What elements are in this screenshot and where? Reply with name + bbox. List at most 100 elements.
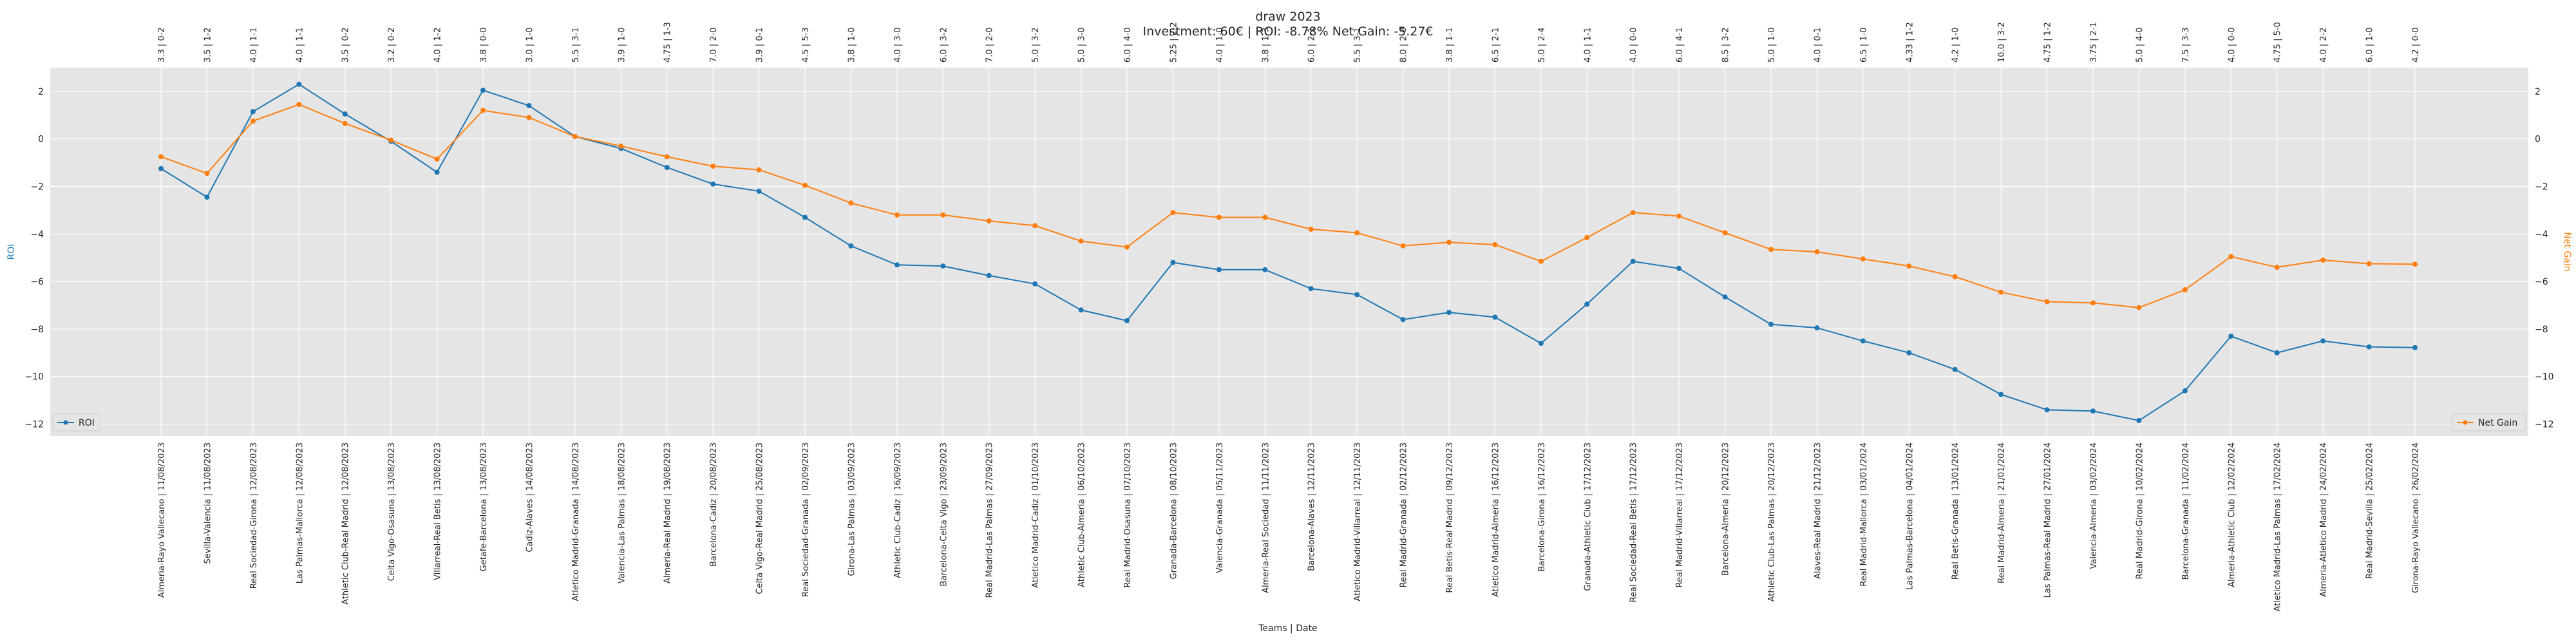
data-point-roi	[1814, 325, 1820, 331]
odds-label: 6.0 | 1-0	[2365, 27, 2375, 62]
data-point-roi	[1538, 341, 1544, 346]
x-tick-label: Real Madrid-Sevilla | 25/02/2024	[2365, 442, 2375, 579]
grid	[50, 68, 2528, 436]
data-point-roi	[250, 109, 256, 115]
data-point-roi	[1124, 318, 1130, 323]
data-point-roi	[940, 263, 946, 269]
odds-label: 10.0 | 3-2	[1997, 22, 2007, 62]
data-point-roi	[710, 181, 716, 187]
odds-label: 4.75 | 1-2	[2043, 22, 2053, 62]
data-point-net-gain	[2090, 300, 2096, 306]
x-tick-label: Almeria-Real Sociedad | 11/11/2023	[1261, 442, 1271, 593]
x-tick-label: Atletico Madrid-Cadiz | 01/10/2023	[1031, 442, 1041, 588]
data-point-net-gain	[618, 143, 624, 149]
odds-label: 5.0 | 2-4	[1537, 27, 1547, 62]
x-tick-label: Barcelona-Alaves | 12/11/2023	[1307, 442, 1317, 571]
odds-label: 6.0 | 2-1	[1307, 27, 1317, 62]
x-tick-label: Athletic Club-Las Palmas | 20/12/2023	[1767, 442, 1777, 601]
data-point-net-gain	[756, 167, 762, 173]
data-point-net-gain	[204, 171, 210, 176]
data-point-net-gain	[986, 218, 992, 223]
x-tick-label: Almeria-Real Madrid | 19/08/2023	[663, 442, 673, 583]
data-point-roi	[1078, 307, 1084, 313]
odds-label: 5.5 | 3-1	[1353, 27, 1363, 62]
data-point-net-gain	[2228, 254, 2234, 260]
x-tick-label: Atletico Madrid-Almeria | 16/12/2023	[1491, 442, 1501, 597]
odds-label: 3.2 | 0-2	[387, 27, 397, 62]
odds-label: 3.9 | 1-0	[617, 27, 627, 62]
data-point-net-gain	[1584, 234, 1590, 240]
data-point-net-gain	[802, 182, 808, 188]
odds-label: 3.9 | 0-1	[755, 27, 765, 62]
data-point-roi	[158, 166, 164, 171]
x-tick-label: Girona-Rayo Vallecano | 26/02/2024	[2411, 442, 2421, 593]
x-tick-label: Real Sociedad-Girona | 12/08/2023	[249, 442, 259, 589]
odds-label: 3.5 | 1-2	[203, 27, 213, 62]
data-point-roi	[2228, 334, 2234, 339]
data-point-net-gain	[572, 134, 578, 139]
y-ticks: 2 2 0 0 −2 −2 −4 −4 −6 −6 −8 −8 −10 −10 −12 −12	[24, 87, 2553, 430]
data-point-net-gain	[158, 154, 164, 160]
data-point-net-gain	[940, 212, 946, 218]
y-tick-label-left: −10	[24, 372, 44, 383]
data-point-roi	[2274, 350, 2280, 355]
odds-label: 3.3 | 0-2	[157, 27, 167, 62]
data-point-roi	[480, 88, 486, 93]
data-point-roi	[1676, 265, 1682, 271]
data-point-roi	[1170, 260, 1176, 265]
data-point-net-gain	[1308, 226, 1314, 232]
data-point-roi	[1998, 392, 2004, 397]
odds-label: 3.8 | 1-1	[1445, 27, 1455, 62]
data-point-net-gain	[1722, 230, 1728, 236]
data-point-net-gain	[2182, 287, 2188, 292]
legend-net-gain-label: Net Gain	[2478, 418, 2517, 428]
data-point-net-gain	[1998, 289, 2004, 295]
odds-label: 4.75 | 1-3	[663, 22, 673, 62]
y-tick-label-left: −2	[30, 182, 44, 193]
y-tick-label-right: 0	[2535, 135, 2541, 145]
data-point-roi	[1308, 286, 1314, 292]
data-point-net-gain	[1354, 230, 1360, 236]
data-point-roi	[1630, 258, 1636, 264]
legend-roi-label: ROI	[79, 418, 95, 428]
odds-label: 4.0 | 1-2	[433, 27, 443, 62]
x-tick-label: Granada-Barcelona | 08/10/2023	[1169, 442, 1179, 579]
data-point-roi	[1860, 338, 1866, 344]
data-point-net-gain	[434, 156, 440, 162]
legend-roi: ROI	[52, 413, 101, 431]
odds-label: 4.33 | 1-2	[1905, 22, 1915, 62]
odds-label: 3.8 | 1-0	[847, 27, 857, 62]
x-tick-label: Real Betis-Real Madrid | 09/12/2023	[1445, 442, 1455, 593]
y-tick-label-right: −2	[2535, 182, 2548, 193]
odds-label: 4.2 | 1-0	[1951, 27, 1961, 62]
x-tick-label: Las Palmas-Real Madrid | 27/01/2024	[2043, 442, 2053, 598]
y-tick-label-left: 0	[38, 135, 44, 145]
data-point-net-gain	[526, 115, 532, 120]
odds-label: 8.0 | 2-0	[1399, 27, 1409, 62]
odds-label: 3.8 | 1-3	[1261, 27, 1271, 62]
x-tick-label: Athletic Club-Real Madrid | 12/08/2023	[341, 442, 351, 605]
series-line-roi	[160, 83, 2416, 422]
odds-label: 5.0 | 1-0	[1767, 27, 1777, 62]
data-point-roi	[1400, 317, 1406, 323]
data-point-net-gain	[664, 154, 670, 160]
x-tick-label: Athletic Club-Almeria | 06/10/2023	[1077, 442, 1087, 587]
odds-label: 5.0 | 3-0	[1077, 27, 1087, 62]
data-point-roi	[1446, 310, 1452, 316]
x-tick-label: Granada-Athletic Club | 17/12/2023	[1583, 442, 1593, 591]
y-tick-label-left: −12	[24, 420, 44, 430]
x-tick-label: Sevilla-Valencia | 11/08/2023	[203, 442, 213, 564]
data-point-roi	[204, 194, 210, 200]
data-point-net-gain	[1538, 258, 1544, 264]
odds-label: 4.0 | 0-1	[1813, 27, 1823, 62]
y-tick-label-left: 2	[38, 87, 44, 97]
x-tick-label: Real Betis-Granada | 13/01/2024	[1951, 442, 1961, 580]
data-point-net-gain	[388, 137, 394, 143]
odds-label: 4.0 | 2-2	[2319, 27, 2329, 62]
data-point-roi	[1584, 301, 1590, 307]
x-tick-label: Real Madrid-Granada | 02/12/2023	[1399, 442, 1409, 587]
x-tick-label: Real Madrid-Las Palmas | 27/09/2023	[985, 442, 995, 598]
y-tick-label-left: −6	[30, 277, 44, 287]
y-tick-label-right: −4	[2535, 229, 2548, 240]
odds-label: 4.5 | 5-3	[801, 27, 811, 62]
